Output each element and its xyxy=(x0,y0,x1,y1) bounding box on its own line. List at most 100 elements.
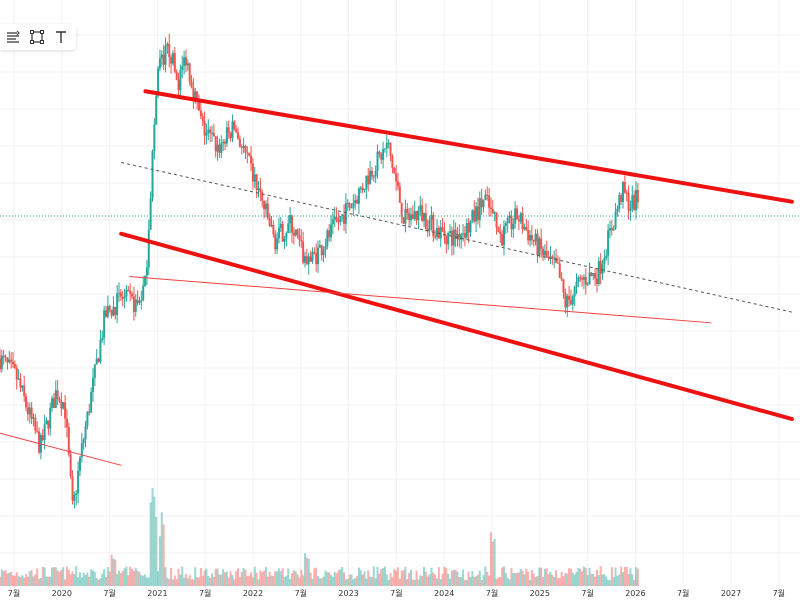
volume-bar xyxy=(60,570,63,586)
volume-bar xyxy=(486,571,489,586)
candle-body xyxy=(309,256,312,262)
volume-bar xyxy=(452,569,455,586)
volume-bar xyxy=(62,567,65,586)
volume-bar xyxy=(337,570,340,586)
volume-bar xyxy=(93,571,96,586)
volume-bar xyxy=(538,567,541,586)
candle-body xyxy=(618,195,621,209)
volume-bar xyxy=(491,541,494,586)
volume-bar xyxy=(501,567,504,586)
text-tool-icon[interactable] xyxy=(52,28,70,46)
candle-body xyxy=(569,299,572,305)
candle-body xyxy=(497,227,500,232)
candle-body xyxy=(88,411,91,413)
volume-bar xyxy=(51,567,54,586)
volume-bar xyxy=(131,568,134,586)
volume-bar xyxy=(400,570,403,586)
volume-bar xyxy=(387,579,390,586)
candle-body xyxy=(129,290,132,294)
candle-body xyxy=(218,144,221,153)
volume-bar xyxy=(601,574,604,586)
volume-bar xyxy=(28,571,31,586)
volume-bar xyxy=(257,579,260,586)
volume-bar xyxy=(194,567,197,586)
volume-bar xyxy=(91,570,94,586)
volume-bar xyxy=(380,568,383,586)
candle-body xyxy=(607,230,610,256)
candle-body xyxy=(389,142,392,156)
volume-bar xyxy=(588,567,591,586)
volume-bar xyxy=(558,578,561,586)
candle-body xyxy=(285,232,288,239)
candle-body xyxy=(434,236,437,238)
volume-bar xyxy=(504,572,507,586)
candle-body xyxy=(305,256,308,265)
candle-body xyxy=(307,256,310,265)
candle-body xyxy=(365,175,368,189)
candle-body xyxy=(488,195,491,208)
volume-bar xyxy=(144,574,147,586)
volume-bar xyxy=(250,572,253,586)
candle-body xyxy=(525,227,528,231)
volume-bar xyxy=(65,566,68,586)
candle-body xyxy=(179,70,182,91)
volume-bar xyxy=(264,566,267,586)
candle-body xyxy=(529,234,532,241)
volume-bar xyxy=(119,573,122,586)
rectangle-tool-icon[interactable] xyxy=(28,28,46,46)
volume-bar xyxy=(370,577,373,586)
candle-body xyxy=(225,127,228,144)
volume-bar xyxy=(225,571,228,586)
volume-bar xyxy=(10,571,13,586)
volume-bar xyxy=(359,570,362,586)
candle-body xyxy=(67,427,70,455)
candle-body xyxy=(504,223,507,227)
candle-body xyxy=(378,151,381,154)
candle-body xyxy=(144,275,147,286)
candle-body xyxy=(25,396,28,408)
volume-bar xyxy=(517,572,520,586)
volume-bar xyxy=(123,568,126,586)
volume-bar xyxy=(462,569,465,586)
candle-body xyxy=(616,208,619,212)
volume-bar xyxy=(160,512,163,586)
candle-body xyxy=(108,306,111,311)
volume-bar xyxy=(322,576,325,586)
volume-bar xyxy=(357,567,360,586)
candle-body xyxy=(240,146,243,148)
candle-body xyxy=(560,277,563,280)
volume-bar xyxy=(571,572,574,586)
candle-body xyxy=(356,199,359,204)
volume-bar xyxy=(393,569,396,586)
volume-bar xyxy=(423,567,426,586)
candle-body xyxy=(527,230,530,241)
candle-body xyxy=(177,79,180,91)
volume-bar xyxy=(536,576,539,586)
volume-bar xyxy=(272,575,275,586)
candle-body xyxy=(49,407,52,429)
volume-bar xyxy=(32,576,35,586)
volume-bar xyxy=(145,577,148,586)
x-tick-label: 7월 xyxy=(199,588,211,598)
volume-bar xyxy=(212,576,215,586)
candle-body xyxy=(69,454,72,477)
candle-body xyxy=(391,155,394,169)
candle-body xyxy=(272,224,275,235)
volume-bar xyxy=(335,573,338,586)
candle-body xyxy=(318,245,321,248)
volume-bar xyxy=(296,574,299,586)
candle-body xyxy=(283,238,286,242)
volume-bar xyxy=(246,575,249,586)
volume-bar xyxy=(276,571,279,586)
volume-bar xyxy=(192,579,195,586)
volume-bar xyxy=(432,572,435,586)
candle-body xyxy=(592,273,595,276)
text-lines-tool-icon[interactable] xyxy=(4,28,22,46)
volume-bar xyxy=(566,573,569,586)
volume-bar xyxy=(382,568,385,586)
volume-bar xyxy=(196,577,199,586)
volume-bar xyxy=(456,571,459,586)
candle-body xyxy=(103,310,106,338)
candle-body xyxy=(118,292,121,294)
